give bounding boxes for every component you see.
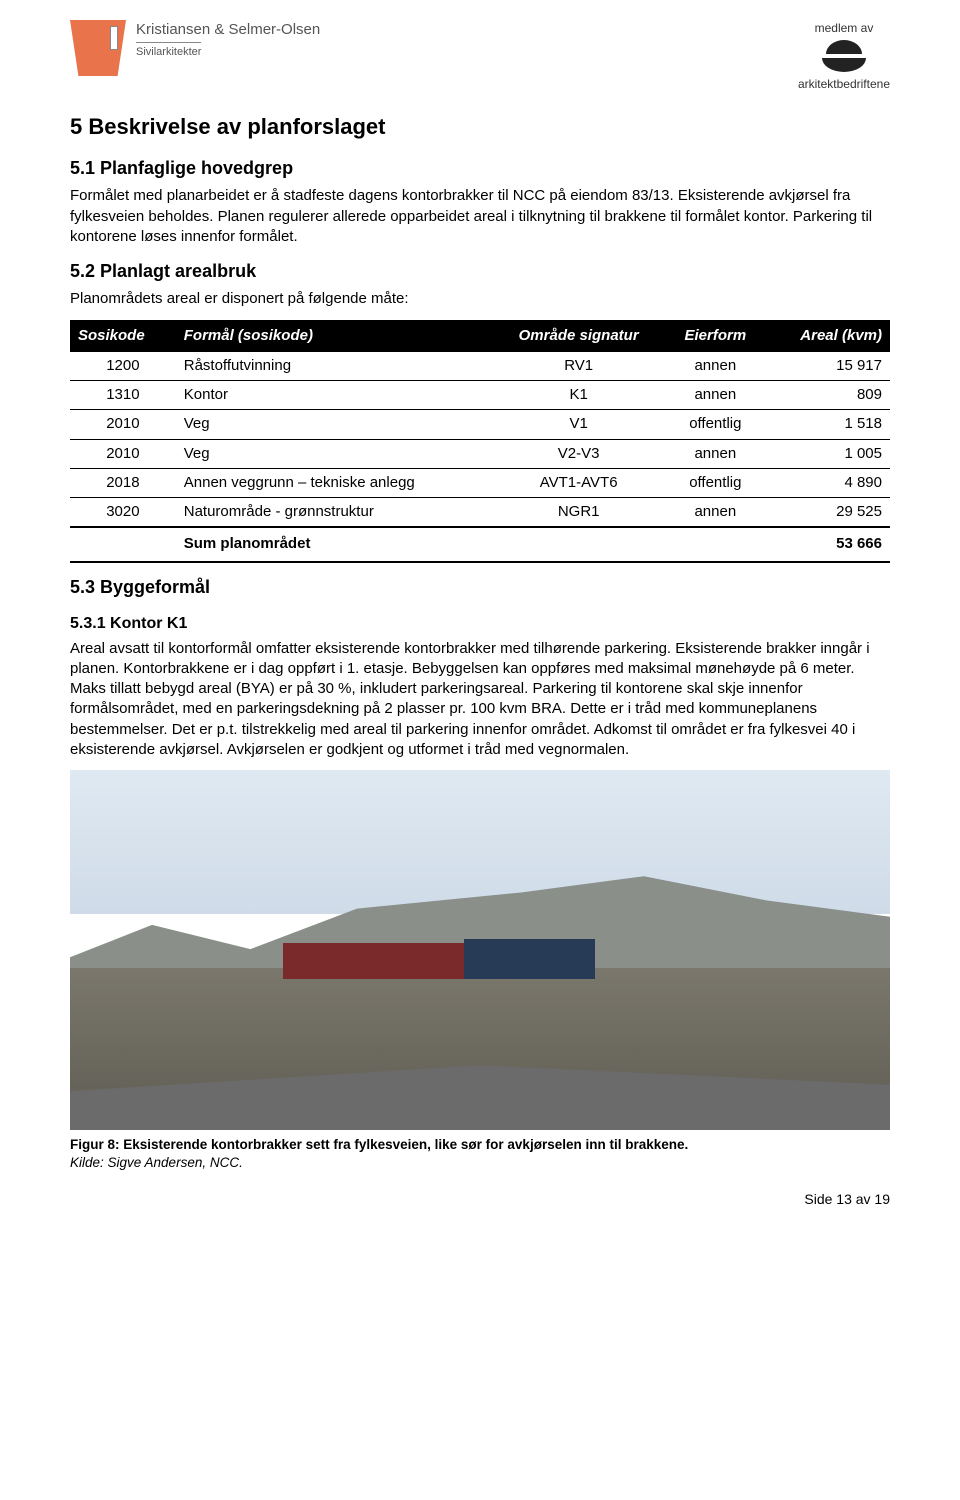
cell-eierform: annen bbox=[666, 498, 765, 528]
section-5-heading: 5 Beskrivelse av planforslaget bbox=[70, 112, 890, 142]
cell-areal: 29 525 bbox=[765, 498, 890, 528]
photo-sky bbox=[70, 770, 890, 914]
table-row: 2010 Veg V2-V3 annen 1 005 bbox=[70, 439, 890, 468]
section-5-2-intro: Planområdets areal er disponert på følge… bbox=[70, 289, 890, 309]
cell-eierform: offentlig bbox=[666, 410, 765, 439]
caption-source: Kilde: Sigve Andersen, NCC. bbox=[70, 1155, 243, 1170]
cell-formal: Råstoffutvinning bbox=[176, 352, 492, 381]
member-of-label: medlem av bbox=[798, 20, 890, 36]
table-sum-row: Sum planområdet 53 666 bbox=[70, 527, 890, 561]
table-row: 3020 Naturområde - grønnstruktur NGR1 an… bbox=[70, 498, 890, 528]
header-left: Kristiansen & Selmer-Olsen Sivilarkitekt… bbox=[70, 20, 320, 76]
section-5-3-heading: 5.3 Byggeformål bbox=[70, 575, 890, 599]
header-right: medlem av arkitektbedriftene bbox=[798, 20, 890, 92]
cell-eierform: annen bbox=[666, 439, 765, 468]
cell-eierform: annen bbox=[666, 352, 765, 381]
cell-empty bbox=[70, 527, 176, 561]
cell-formal: Veg bbox=[176, 410, 492, 439]
figure-8-photo bbox=[70, 770, 890, 1130]
table-header: Sosikode Formål (sosikode) Område signat… bbox=[70, 320, 890, 352]
page-header: Kristiansen & Selmer-Olsen Sivilarkitekt… bbox=[70, 20, 890, 92]
page-footer: Side 13 av 19 bbox=[70, 1190, 890, 1209]
cell-sum-value: 53 666 bbox=[765, 527, 890, 561]
cell-eierform: offentlig bbox=[666, 468, 765, 497]
table-row: 2018 Annen veggrunn – tekniske anlegg AV… bbox=[70, 468, 890, 497]
th-formal: Formål (sosikode) bbox=[176, 320, 492, 352]
cell-empty bbox=[492, 527, 666, 561]
caption-bold: Figur 8: Eksisterende kontorbrakker sett… bbox=[70, 1137, 688, 1152]
cell-formal: Naturområde - grønnstruktur bbox=[176, 498, 492, 528]
section-5-3-1-heading: 5.3.1 Kontor K1 bbox=[70, 613, 890, 635]
section-5-3-1-paragraph: Areal avsatt til kontorformål omfatter e… bbox=[70, 639, 890, 761]
cell-formal: Kontor bbox=[176, 381, 492, 410]
th-areal: Areal (kvm) bbox=[765, 320, 890, 352]
cell-formal: Veg bbox=[176, 439, 492, 468]
cell-omrade: V2-V3 bbox=[492, 439, 666, 468]
table-row: 2010 Veg V1 offentlig 1 518 bbox=[70, 410, 890, 439]
org-name: arkitektbedriftene bbox=[798, 76, 890, 92]
cell-sosikode: 2010 bbox=[70, 410, 176, 439]
cell-omrade: K1 bbox=[492, 381, 666, 410]
cell-formal: Annen veggrunn – tekniske anlegg bbox=[176, 468, 492, 497]
cell-omrade: AVT1-AVT6 bbox=[492, 468, 666, 497]
arkitektbedriftene-logo-icon bbox=[822, 40, 866, 72]
cell-areal: 809 bbox=[765, 381, 890, 410]
cell-areal: 1 518 bbox=[765, 410, 890, 439]
cell-sosikode: 1310 bbox=[70, 381, 176, 410]
th-omrade: Område signatur bbox=[492, 320, 666, 352]
cell-sum-label: Sum planområdet bbox=[176, 527, 492, 561]
areal-table: Sosikode Formål (sosikode) Område signat… bbox=[70, 320, 890, 563]
cell-areal: 4 890 bbox=[765, 468, 890, 497]
firm-name-block: Kristiansen & Selmer-Olsen Sivilarkitekt… bbox=[136, 20, 320, 62]
cell-areal: 15 917 bbox=[765, 352, 890, 381]
table-row: 1200 Råstoffutvinning RV1 annen 15 917 bbox=[70, 352, 890, 381]
table-body: 1200 Råstoffutvinning RV1 annen 15 917 1… bbox=[70, 352, 890, 562]
section-5-1-paragraph: Formålet med planarbeidet er å stadfeste… bbox=[70, 186, 890, 247]
table-row: 1310 Kontor K1 annen 809 bbox=[70, 381, 890, 410]
cell-omrade: V1 bbox=[492, 410, 666, 439]
cell-omrade: NGR1 bbox=[492, 498, 666, 528]
figure-8-caption: Figur 8: Eksisterende kontorbrakker sett… bbox=[70, 1136, 890, 1172]
th-sosikode: Sosikode bbox=[70, 320, 176, 352]
section-5-2-heading: 5.2 Planlagt arealbruk bbox=[70, 259, 890, 283]
cell-sosikode: 2018 bbox=[70, 468, 176, 497]
photo-building-2 bbox=[464, 939, 595, 979]
firm-name: Kristiansen & Selmer-Olsen bbox=[136, 20, 320, 40]
cell-sosikode: 2010 bbox=[70, 439, 176, 468]
th-eierform: Eierform bbox=[666, 320, 765, 352]
cell-empty bbox=[666, 527, 765, 561]
cell-sosikode: 1200 bbox=[70, 352, 176, 381]
cell-omrade: RV1 bbox=[492, 352, 666, 381]
firm-logo-icon bbox=[70, 20, 126, 76]
cell-eierform: annen bbox=[666, 381, 765, 410]
cell-areal: 1 005 bbox=[765, 439, 890, 468]
cell-sosikode: 3020 bbox=[70, 498, 176, 528]
section-5-1-heading: 5.1 Planfaglige hovedgrep bbox=[70, 156, 890, 180]
firm-subtitle: Sivilarkitekter bbox=[136, 42, 201, 60]
